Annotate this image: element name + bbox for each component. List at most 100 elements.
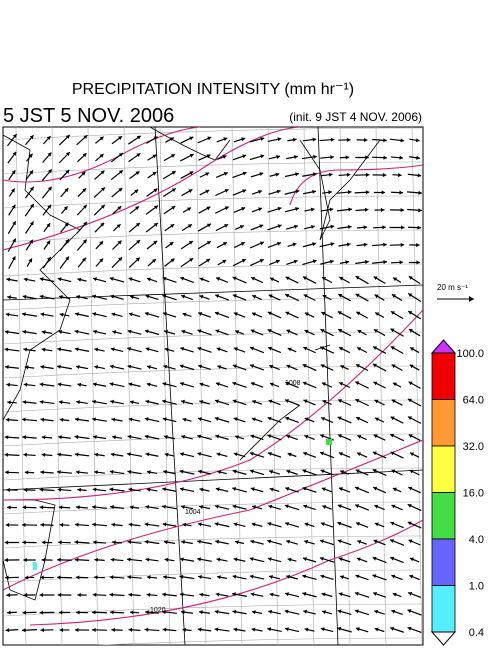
wind-arrow-head (337, 434, 342, 438)
wind-arrow-head (65, 256, 69, 261)
wind-arrow-head (39, 505, 44, 510)
wind-arrow-head (99, 258, 104, 263)
wind-arrow-head (312, 242, 316, 247)
wind-arrow-head (162, 294, 167, 299)
wind-arrow-head (216, 557, 221, 562)
wind-arrow-head (40, 628, 44, 633)
wind-arrow-head (189, 171, 194, 176)
wind-arrow-head (409, 469, 414, 474)
wind-arrow-head (93, 277, 97, 282)
wind-arrow-head (75, 575, 80, 580)
wind-arrow-head (408, 311, 413, 315)
wind-arrow-head (241, 137, 246, 142)
wind-arrow-head (418, 208, 422, 213)
wind-arrow-head (355, 522, 360, 526)
isobar-label: 1008 (285, 380, 301, 387)
wind-arrow-head (39, 382, 44, 387)
wind-arrow-head (269, 487, 274, 492)
wind-arrow-head (338, 592, 343, 597)
wind-arrow-head (170, 258, 175, 263)
wind-arrow-head (215, 592, 220, 597)
wind-arrow-head (163, 575, 167, 580)
wind-arrow-head (187, 207, 192, 212)
wind-arrow-head (407, 503, 412, 508)
wind-arrow-head (5, 575, 9, 580)
wind-arrow-head (391, 574, 396, 579)
wind-arrow-head (118, 170, 123, 175)
wind-arrow-head (171, 206, 176, 210)
wind-arrow-head (276, 189, 281, 194)
wind-arrow-head (58, 435, 62, 440)
wind-arrow-head (162, 627, 167, 632)
wind-arrow-head (145, 610, 149, 615)
wind-arrow-head (11, 188, 15, 193)
wind-arrow-head (214, 504, 219, 509)
wind-arrow-head (249, 574, 254, 579)
wind-arrow-head (355, 627, 360, 632)
grid-line (3, 161, 423, 175)
wind-arrow-head (127, 557, 131, 562)
wind-arrow-head (110, 557, 115, 562)
wind-arrow-head (267, 416, 272, 421)
wind-arrow-head (127, 347, 132, 352)
wind-arrow-head (180, 557, 184, 562)
wind-arrow-head (356, 311, 361, 316)
wind-arrow-head (129, 610, 134, 615)
wind-arrow-head (152, 172, 157, 176)
wind-arrow-head (321, 311, 326, 316)
wind-arrow-head (170, 224, 175, 228)
wind-arrow-head (92, 417, 96, 422)
wind-arrow-head (365, 190, 370, 195)
grid-line (3, 535, 423, 549)
wind-arrow-head (224, 189, 229, 193)
wind-arrow-head (180, 452, 184, 457)
wind-arrow-head (329, 207, 334, 212)
wind-arrow-head (181, 504, 185, 510)
wind-arrow-head (320, 627, 325, 632)
wind-arrow-head (337, 504, 342, 509)
wind-arrow-head (145, 399, 150, 404)
wind-arrow-head (302, 276, 307, 281)
wind-arrow-head (304, 417, 309, 422)
colorbar-segment (431, 585, 456, 633)
wind-arrow-head (58, 505, 63, 510)
wind-arrow-head (303, 399, 308, 404)
wind-arrow-head (268, 399, 273, 404)
wind-arrow-head (47, 186, 52, 191)
grid-line (303, 127, 315, 645)
wind-arrow-head (128, 277, 133, 282)
wind-arrow-head (188, 241, 193, 245)
wind-arrow-head (365, 155, 369, 160)
wind-arrow-head (162, 522, 167, 527)
wind-arrow-head (135, 222, 140, 227)
wind-arrow-head (232, 486, 237, 491)
wind-arrow-head (295, 189, 300, 194)
wind-arrow-head (110, 505, 114, 510)
wind-arrow-head (355, 504, 360, 509)
wind-arrow-head (41, 540, 46, 545)
wind-arrow-head (215, 294, 220, 299)
wind-arrow-head (144, 539, 149, 545)
wind-arrow-head (320, 328, 325, 333)
wind-arrow-head (347, 137, 351, 142)
wind-arrow-head (292, 137, 297, 142)
wind-arrow-head (321, 382, 326, 387)
wind-arrow-head (407, 416, 412, 421)
wind-arrow-head (391, 294, 396, 298)
wind-arrow-head (249, 469, 254, 474)
wind-arrow-head (257, 189, 262, 194)
wind-arrow-head (355, 398, 360, 403)
wind-arrow-head (153, 240, 158, 245)
wind-arrow-head (390, 311, 395, 315)
wind-arrow-head (22, 540, 26, 545)
wind-arrow-head (7, 505, 11, 510)
wind-arrow-head (197, 539, 201, 544)
wind-arrow-head (169, 137, 174, 142)
wind-arrow-head (214, 416, 219, 421)
wind-arrow-head (330, 224, 335, 229)
wind-arrow-head (373, 276, 378, 281)
wind-arrow-head (216, 452, 221, 457)
wind-arrow-head (303, 451, 308, 456)
wind-arrow-head (267, 311, 272, 316)
